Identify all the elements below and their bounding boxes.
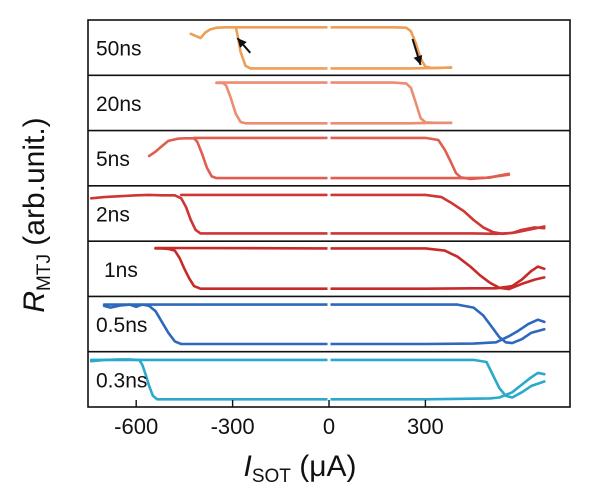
sweep-arrow-head-2 [413, 55, 423, 65]
curve-down-5ns [192, 136, 511, 181]
panel-20ns [215, 75, 453, 131]
panel-label-1ns: 1ns [104, 259, 138, 282]
y-axis-title-sub: MTJ [34, 254, 55, 291]
curve-down-1ns [154, 246, 546, 291]
x-axis: -600 -300 0 300 [114, 400, 444, 439]
zero-gap [327, 20, 331, 76]
curve-down-20ns [215, 81, 453, 125]
panel-label-0.3ns: 0.3ns [96, 369, 147, 392]
panel-2ns [89, 185, 546, 242]
curve-down-0.3ns [89, 358, 546, 399]
curve-down-2ns [179, 193, 546, 236]
x-tick-label: -600 [114, 414, 158, 439]
zero-gap [327, 241, 331, 297]
zero-gap [327, 185, 331, 242]
panel-5ns [147, 130, 511, 186]
panel-labels: 50ns 20ns 5ns 2ns 1ns 0.5ns 0.3ns [96, 38, 147, 393]
zero-gap [327, 351, 331, 407]
x-axis-title-sub: SOT [252, 466, 291, 487]
x-axis-title: ISOT (μA) [243, 450, 356, 487]
sweep-arrow-head-1 [237, 38, 247, 48]
x-tick-label: -300 [211, 414, 255, 439]
curve-up-2ns [89, 193, 546, 236]
x-axis-title-unit: (μA) [291, 450, 357, 483]
curve-up-1ns [154, 247, 546, 291]
panel-label-0.5ns: 0.5ns [96, 314, 147, 337]
y-axis-title-main: R [18, 291, 51, 313]
y-axis-title-unit: (arb.unit.) [18, 117, 51, 254]
curve-down-50ns [231, 25, 453, 70]
panel-0.3ns [89, 351, 546, 407]
panel-label-20ns: 20ns [96, 93, 142, 116]
panel-0.5ns [102, 296, 546, 352]
panel-50ns [189, 20, 453, 76]
zero-gap [327, 130, 331, 186]
y-axis-title: RMTJ (arb.unit.) [18, 117, 55, 312]
x-axis-title-main: I [243, 450, 251, 483]
x-tick-label: 300 [407, 414, 444, 439]
curve-up-50ns [189, 25, 453, 70]
panel-1ns [154, 241, 546, 297]
x-tick-label: 0 [323, 414, 335, 439]
panel-label-5ns: 5ns [96, 148, 130, 171]
panel-dividers [88, 74, 570, 353]
curve-down-0.5ns [102, 303, 546, 345]
zero-gap [327, 75, 331, 131]
panel-label-2ns: 2ns [96, 204, 130, 227]
panel-label-50ns: 50ns [96, 38, 142, 61]
panels-group [89, 20, 546, 407]
curve-up-0.3ns [89, 358, 546, 401]
curve-up-20ns [215, 81, 453, 125]
zero-gap [327, 296, 331, 352]
